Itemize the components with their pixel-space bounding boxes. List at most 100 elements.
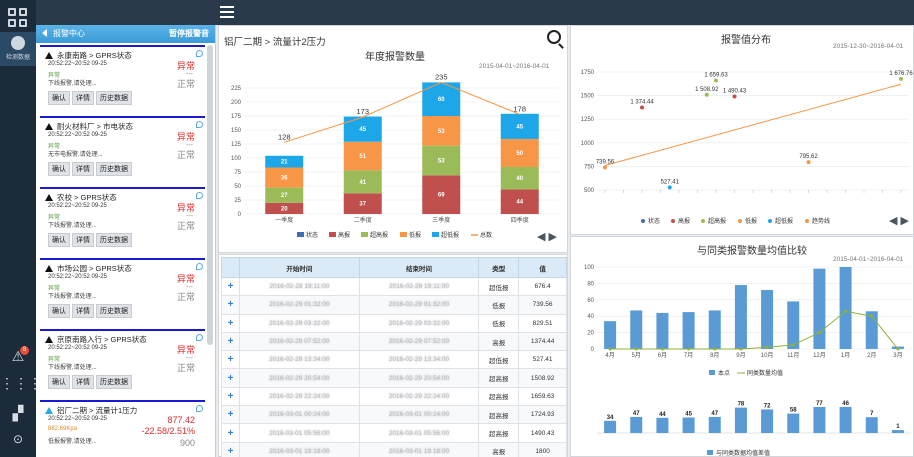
location-pin-icon[interactable]	[196, 50, 203, 57]
bar	[708, 310, 721, 349]
expand-row-icon[interactable]: +	[221, 276, 240, 297]
bar	[813, 268, 826, 349]
table-row[interactable]: + 2016-02-28 19:11:00 2016-02-28 19:11:0…	[221, 276, 567, 297]
diff-bar	[891, 430, 904, 433]
detail-button[interactable]: 详情	[72, 375, 94, 389]
grid-logo-icon[interactable]	[8, 8, 28, 28]
location-pin-icon[interactable]	[196, 121, 203, 128]
bar-segment	[422, 145, 461, 176]
card-note: 下线报警,请处理...	[48, 81, 97, 87]
card-time: 20:52:22~20:52 09-25	[48, 132, 107, 138]
history-button[interactable]: 历史数据	[96, 233, 132, 247]
table-row[interactable]: + 2016-03-01 00:24:00 2016-03-01 00:24:0…	[221, 405, 567, 425]
card-title: 耐火材料厂 > 市电状态	[57, 122, 134, 131]
location-pin-icon[interactable]	[196, 263, 203, 270]
table-row[interactable]: + 2016-02-29 20:54:00 2016-02-29 20:54:0…	[221, 368, 567, 388]
detail-button[interactable]: 详情	[72, 91, 94, 105]
cell-type: 超高报	[478, 405, 520, 425]
pager-arrows[interactable]: ◀ ▶	[889, 215, 909, 227]
detail-button[interactable]: 详情	[72, 233, 94, 247]
cell-start: 2016-03-01 00:24:00	[239, 405, 360, 425]
alarm-card[interactable]: 京原南路入行 > GPRS状态 20:52:22~20:52 09-25 异常 …	[40, 329, 205, 397]
legend-swatch	[768, 219, 772, 223]
distribution-title: 报警值分布	[721, 35, 771, 46]
legend-label: 趋势线	[812, 217, 830, 225]
history-button[interactable]: 历史数据	[96, 375, 132, 389]
cell-start: 2016-02-28 19:11:00	[239, 276, 360, 297]
detail-button[interactable]: 详情	[72, 162, 94, 176]
table-header-start: 开始时间	[239, 257, 360, 278]
expand-row-icon[interactable]: +	[221, 313, 240, 333]
plugin-icon[interactable]: ▞	[12, 405, 24, 421]
expand-row-icon[interactable]: +	[221, 331, 240, 352]
expand-row-icon[interactable]: +	[221, 368, 240, 388]
bar-segment	[422, 116, 461, 146]
alarm-header: 报警中心 暂停报警音	[36, 25, 215, 43]
table-row[interactable]: + 2016-03-01 19:18:00 2016-03-01 19:18:0…	[221, 441, 567, 457]
nav-item-monitor[interactable]: 检测数据	[0, 32, 36, 66]
expand-row-icon[interactable]: +	[221, 441, 240, 457]
point-label: 1 490.43	[723, 89, 747, 95]
history-button[interactable]: 历史数据	[96, 162, 132, 176]
bar-value-label: 20	[281, 206, 288, 212]
stop-alarm-sound-button[interactable]: 暂停报警音	[169, 29, 209, 38]
y-tick-label: 25	[234, 198, 241, 204]
table-header-expand	[221, 257, 240, 278]
card-sub: 异常	[48, 144, 61, 150]
alarm-card-last[interactable]: 铝厂二期 > 流量计1压力 20:52:22~20:52 09-25 877.4…	[40, 400, 205, 457]
table-row[interactable]: + 2016-02-29 07:52:00 2016-02-29 07:52:0…	[221, 331, 567, 352]
bar	[630, 310, 643, 349]
expand-row-icon[interactable]: +	[221, 386, 240, 407]
table-row[interactable]: + 2016-03-01 05:56:00 2016-03-01 05:56:0…	[221, 423, 567, 443]
confirm-button[interactable]: 确认	[48, 162, 70, 176]
expand-icon[interactable]: ⊙	[12, 432, 24, 446]
history-button[interactable]: 历史数据	[96, 304, 132, 318]
collapse-arrow-icon[interactable]	[42, 29, 47, 37]
cell-end: 2016-02-29 20:54:00	[358, 368, 480, 388]
cell-start: 2016-02-29 07:52:00	[239, 331, 360, 352]
expand-row-icon[interactable]: +	[221, 350, 240, 370]
table-row[interactable]: + 2016-02-29 13:34:00 2016-02-29 13:34:0…	[221, 350, 567, 370]
legend-swatch	[709, 370, 715, 375]
warning-icon[interactable]: ⚠	[11, 348, 25, 364]
table-row[interactable]: + 2016-02-29 01:32:00 2016-02-29 01:32:0…	[221, 295, 567, 315]
confirm-button[interactable]: 确认	[48, 375, 70, 389]
avg-point	[739, 347, 743, 351]
alarm-card[interactable]: 市场公园 > GPRS状态 20:52:22~20:52 09-25 异常 异常…	[40, 258, 205, 326]
expand-row-icon[interactable]: +	[221, 405, 240, 425]
apps-icon[interactable]: ⋮⋮⋮	[0, 375, 42, 391]
legend-label: 同类数量均值	[747, 369, 783, 377]
y-tick-label: 1750	[581, 70, 595, 76]
cell-end: 2016-03-01 00:24:00	[358, 405, 480, 425]
cell-value: 1508.92	[518, 368, 567, 388]
card-sub: 882.69Kpa	[48, 426, 78, 432]
confirm-button[interactable]: 确认	[48, 91, 70, 105]
expand-row-icon[interactable]: +	[221, 423, 240, 443]
scatter-point	[603, 165, 607, 170]
alarm-card[interactable]: 耐火材料厂 > 市电状态 20:52:22~20:52 09-25 异常 异常 …	[40, 116, 205, 184]
confirm-button[interactable]: 确认	[48, 304, 70, 318]
location-pin-icon[interactable]	[196, 192, 203, 199]
confirm-button[interactable]: 确认	[48, 233, 70, 247]
bar-segment	[265, 167, 304, 188]
scrollbar[interactable]	[207, 45, 213, 345]
expand-row-icon[interactable]: +	[221, 295, 240, 315]
table-row[interactable]: + 2016-02-29 22:24:00 2016-02-29 22:24:0…	[221, 386, 567, 407]
cell-start: 2016-02-29 03:32:00	[239, 313, 360, 333]
legend-label: 低报	[409, 231, 421, 239]
alarm-card[interactable]: 永康南路 > GPRS状态 20:52:22~20:52 09-25 异常 异常…	[40, 45, 205, 113]
alarm-card[interactable]: 农校 > GPRS状态 20:52:22~20:52 09-25 异常 异常 -…	[40, 187, 205, 255]
pager-arrows[interactable]: ◀ ▶	[537, 231, 557, 243]
diff-bar	[865, 417, 878, 433]
hamburger-menu-icon[interactable]	[220, 6, 234, 18]
location-pin-icon[interactable]	[196, 405, 203, 412]
location-pin-icon[interactable]	[196, 334, 203, 341]
history-button[interactable]: 历史数据	[96, 91, 132, 105]
table-row[interactable]: + 2016-02-29 03:32:00 2016-02-29 03:32:0…	[221, 313, 567, 333]
scatter-point	[640, 105, 644, 110]
bar-value-label: 37	[359, 202, 366, 208]
card-sub: 异常	[48, 357, 61, 363]
search-icon[interactable]	[547, 30, 561, 44]
detail-button[interactable]: 详情	[72, 304, 94, 318]
globe-icon	[11, 36, 25, 50]
